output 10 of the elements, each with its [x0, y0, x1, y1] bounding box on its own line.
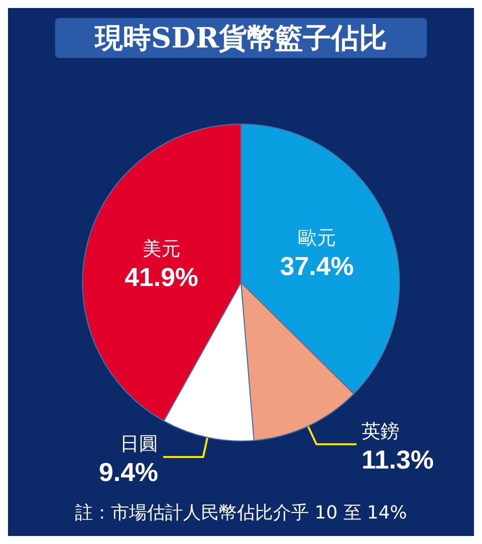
- data-label: 37.4%: [280, 250, 354, 281]
- slice-label: 日圓: [120, 432, 158, 455]
- text: 註：市場估計人民幣佔比介乎 10 至 14%: [74, 502, 408, 524]
- data-label: 11.3%: [361, 444, 434, 474]
- slice-label: 美元: [142, 238, 180, 260]
- data-label: 41.9%: [124, 262, 198, 292]
- slice-label: 英鎊: [361, 420, 400, 442]
- data-label: 9.4%: [98, 456, 158, 487]
- slice-label: 歐元: [298, 226, 336, 249]
- chart-title: 現時SDR貨幣籃子佔比: [94, 22, 387, 54]
